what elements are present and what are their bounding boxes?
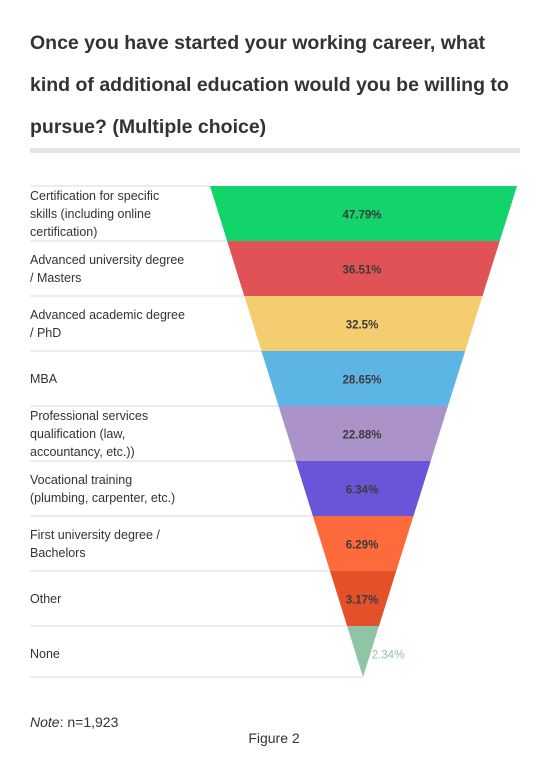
funnel-segment: [278, 406, 448, 461]
value-label: 3.17%: [346, 595, 379, 607]
title-divider: [30, 148, 520, 153]
funnel-segment: [329, 571, 397, 626]
value-label: 22.88%: [342, 430, 381, 442]
category-label: Bachelors: [30, 546, 86, 560]
category-label: / PhD: [30, 326, 61, 340]
category-label: None: [30, 647, 60, 661]
sample-note: Note: n=1,923: [30, 714, 118, 730]
chart-title: Once you have started your working caree…: [30, 32, 509, 138]
funnel-segment: [312, 516, 414, 571]
value-label: 6.29%: [346, 540, 379, 552]
value-label: 6.34%: [346, 485, 379, 497]
category-label: Advanced academic degree: [30, 308, 185, 322]
value-label: 32.5%: [346, 320, 379, 332]
category-label: MBA: [30, 372, 58, 386]
category-label: Advanced university degree: [30, 253, 184, 267]
category-label: qualification (law,: [30, 427, 125, 441]
category-label: Certification for specific: [30, 189, 159, 203]
funnel-segment: [227, 241, 500, 296]
category-label: Professional services: [30, 409, 148, 423]
funnel-segment: [210, 186, 517, 241]
category-label: skills (including online: [30, 207, 151, 221]
category-label: certification): [30, 225, 97, 239]
figure-caption: Figure 2: [248, 730, 300, 746]
funnel-segment: [347, 626, 379, 677]
category-label: Other: [30, 592, 61, 606]
value-label: 28.65%: [342, 375, 381, 387]
note-label: Note: [30, 714, 60, 730]
note-text: : n=1,923: [59, 714, 119, 730]
category-label: accountancy, etc.)): [30, 445, 135, 459]
funnel-segment: [244, 296, 483, 351]
category-label: First university degree /: [30, 528, 160, 542]
category-label: (plumbing, carpenter, etc.): [30, 491, 175, 505]
category-label: Vocational training: [30, 473, 132, 487]
value-label: 47.79%: [342, 210, 381, 222]
funnel-segment: [261, 351, 466, 406]
value-label: 36.51%: [342, 265, 381, 277]
value-label: 2.34%: [372, 650, 405, 662]
category-label: / Masters: [30, 271, 81, 285]
funnel-segment: [295, 461, 431, 516]
